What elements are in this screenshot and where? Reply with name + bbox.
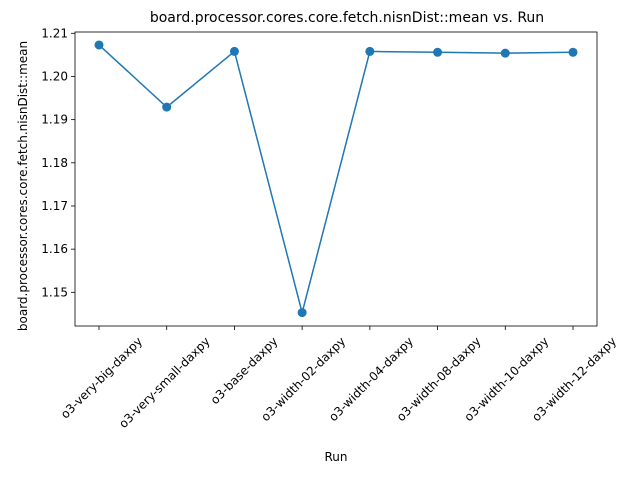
data-point [229,46,239,56]
data-point [568,47,578,57]
x-axis-label: Run [324,450,347,464]
y-tick-label: 1.16 [41,242,68,256]
plot-frame [74,31,598,327]
y-tick-label: 1.20 [41,69,68,83]
y-tick-label: 1.19 [41,113,68,127]
y-tick-label: 1.18 [41,156,68,170]
y-tick-label: 1.21 [41,26,68,40]
data-point [433,47,443,57]
data-point [94,40,104,50]
data-point [162,102,172,112]
y-tick-label: 1.17 [41,199,68,213]
series-line [98,44,574,316]
data-point [365,46,375,56]
y-axis-label: board.processor.cores.core.fetch.nisnDis… [16,41,30,331]
data-point [297,308,307,318]
chart-title: board.processor.cores.core.fetch.nisnDis… [150,10,544,26]
y-tick-label: 1.15 [41,285,68,299]
data-point [500,48,510,58]
